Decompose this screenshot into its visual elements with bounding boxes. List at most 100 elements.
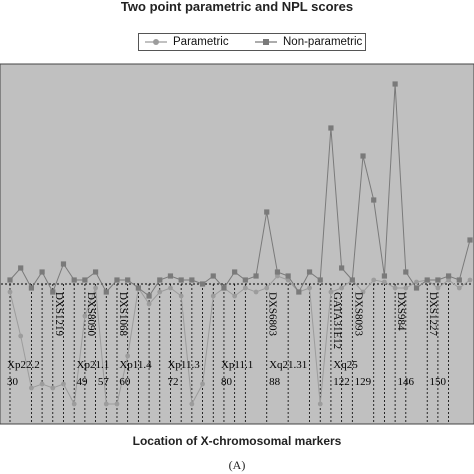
data-point-non-parametric xyxy=(18,265,24,271)
data-point-non-parametric xyxy=(92,269,99,275)
chart-title: Two point parametric and NPL scores xyxy=(120,0,354,14)
cm-label: 122 xyxy=(333,376,350,388)
data-point-non-parametric xyxy=(71,277,77,283)
data-point-parametric xyxy=(125,353,131,359)
data-point-non-parametric xyxy=(403,269,409,275)
data-point-parametric xyxy=(178,293,184,299)
band-label: Xq25 xyxy=(333,359,358,371)
data-point-parametric xyxy=(114,401,120,407)
data-point-non-parametric xyxy=(328,125,334,131)
data-point-non-parametric xyxy=(274,269,281,275)
data-point-parametric xyxy=(93,285,98,291)
x-axis-label: Location of X-chromosomal markers xyxy=(132,434,342,448)
data-point-non-parametric xyxy=(135,285,141,291)
cm-label: 150 xyxy=(430,376,447,388)
legend-label-non-parametric: Non-parametric xyxy=(283,36,363,48)
data-point-parametric xyxy=(157,289,163,295)
cm-label: 60 xyxy=(119,376,131,388)
marker-label: DXS1068 xyxy=(117,292,129,337)
marker-label: DXS6803 xyxy=(267,292,279,337)
cm-label: 129 xyxy=(355,376,372,388)
legend-swatch-non-parametric xyxy=(255,39,277,45)
data-point-parametric xyxy=(317,401,323,407)
data-point-parametric xyxy=(253,289,259,295)
data-point-parametric xyxy=(82,313,88,319)
data-point-parametric xyxy=(285,277,291,283)
marker-label: GATA31E12 xyxy=(331,292,343,349)
data-point-non-parametric xyxy=(339,265,345,271)
data-point-parametric xyxy=(446,277,452,283)
band-label: Xp11.1 xyxy=(221,359,253,371)
data-point-parametric xyxy=(232,293,238,299)
cm-label: 30 xyxy=(7,376,19,388)
data-point-non-parametric xyxy=(413,285,420,291)
data-point-non-parametric xyxy=(306,269,313,275)
data-point-parametric xyxy=(275,273,280,279)
data-point-parametric xyxy=(189,401,195,407)
data-point-non-parametric xyxy=(125,277,131,283)
data-point-non-parametric xyxy=(178,277,184,283)
data-point-non-parametric xyxy=(435,277,441,283)
data-point-non-parametric xyxy=(60,261,67,267)
data-point-parametric xyxy=(168,285,173,291)
cm-label: 88 xyxy=(269,376,281,388)
data-point-non-parametric xyxy=(28,285,34,291)
data-point-non-parametric xyxy=(317,277,323,283)
data-point-non-parametric xyxy=(146,293,152,299)
legend-swatch-parametric xyxy=(145,39,167,45)
data-point-parametric xyxy=(146,301,152,307)
data-point-non-parametric xyxy=(456,277,462,283)
band-label: Xp21.1 xyxy=(77,359,110,371)
data-point-parametric xyxy=(371,277,377,283)
marker-label: DXS8093 xyxy=(352,292,364,337)
data-point-non-parametric xyxy=(381,273,388,279)
panel-label: (A) xyxy=(228,458,246,472)
chart-legend: Parametric Non-parametric xyxy=(138,33,366,51)
band-label: Xq21.31 xyxy=(269,359,307,371)
legend-label-parametric: Parametric xyxy=(173,36,229,48)
data-point-non-parametric xyxy=(189,277,195,283)
data-point-parametric xyxy=(339,285,345,291)
data-point-parametric xyxy=(210,293,216,299)
data-point-parametric xyxy=(61,381,66,387)
cm-label: 72 xyxy=(167,376,178,388)
data-point-parametric xyxy=(307,285,312,291)
cm-label: 146 xyxy=(397,376,414,388)
data-point-non-parametric xyxy=(360,153,366,159)
data-point-parametric xyxy=(39,381,45,387)
data-point-parametric xyxy=(242,285,248,291)
data-point-non-parametric xyxy=(167,273,174,279)
data-point-non-parametric xyxy=(114,277,120,283)
data-point-non-parametric xyxy=(7,277,13,283)
data-point-non-parametric xyxy=(424,277,430,283)
data-point-parametric xyxy=(28,385,34,391)
data-point-non-parametric xyxy=(264,209,270,215)
data-point-non-parametric xyxy=(39,269,45,275)
marker-label: DXS8090 xyxy=(85,292,97,337)
data-point-parametric xyxy=(382,279,387,285)
data-point-non-parametric xyxy=(103,289,109,295)
data-point-parametric xyxy=(103,401,109,407)
data-point-non-parametric xyxy=(50,289,56,295)
marker-label: DXS1227 xyxy=(427,292,439,337)
data-point-non-parametric xyxy=(349,277,355,283)
band-label: Xp11.3 xyxy=(167,359,200,371)
data-point-non-parametric xyxy=(285,273,291,279)
data-point-parametric xyxy=(456,285,462,291)
data-point-parametric xyxy=(435,285,441,291)
data-point-non-parametric xyxy=(392,81,398,87)
data-point-non-parametric xyxy=(371,197,377,203)
marker-label: DXS984 xyxy=(395,292,407,331)
marker-label: DXS1219 xyxy=(53,292,65,337)
data-point-parametric xyxy=(50,385,56,391)
data-point-parametric xyxy=(200,381,205,387)
band-label: Xp22.2 xyxy=(7,359,40,371)
data-point-non-parametric xyxy=(82,277,88,283)
data-point-parametric xyxy=(414,279,419,285)
data-point-non-parametric xyxy=(296,289,302,295)
data-point-non-parametric xyxy=(232,269,238,275)
data-point-non-parametric xyxy=(242,277,248,283)
data-point-non-parametric xyxy=(253,273,259,279)
data-point-parametric xyxy=(264,285,270,291)
